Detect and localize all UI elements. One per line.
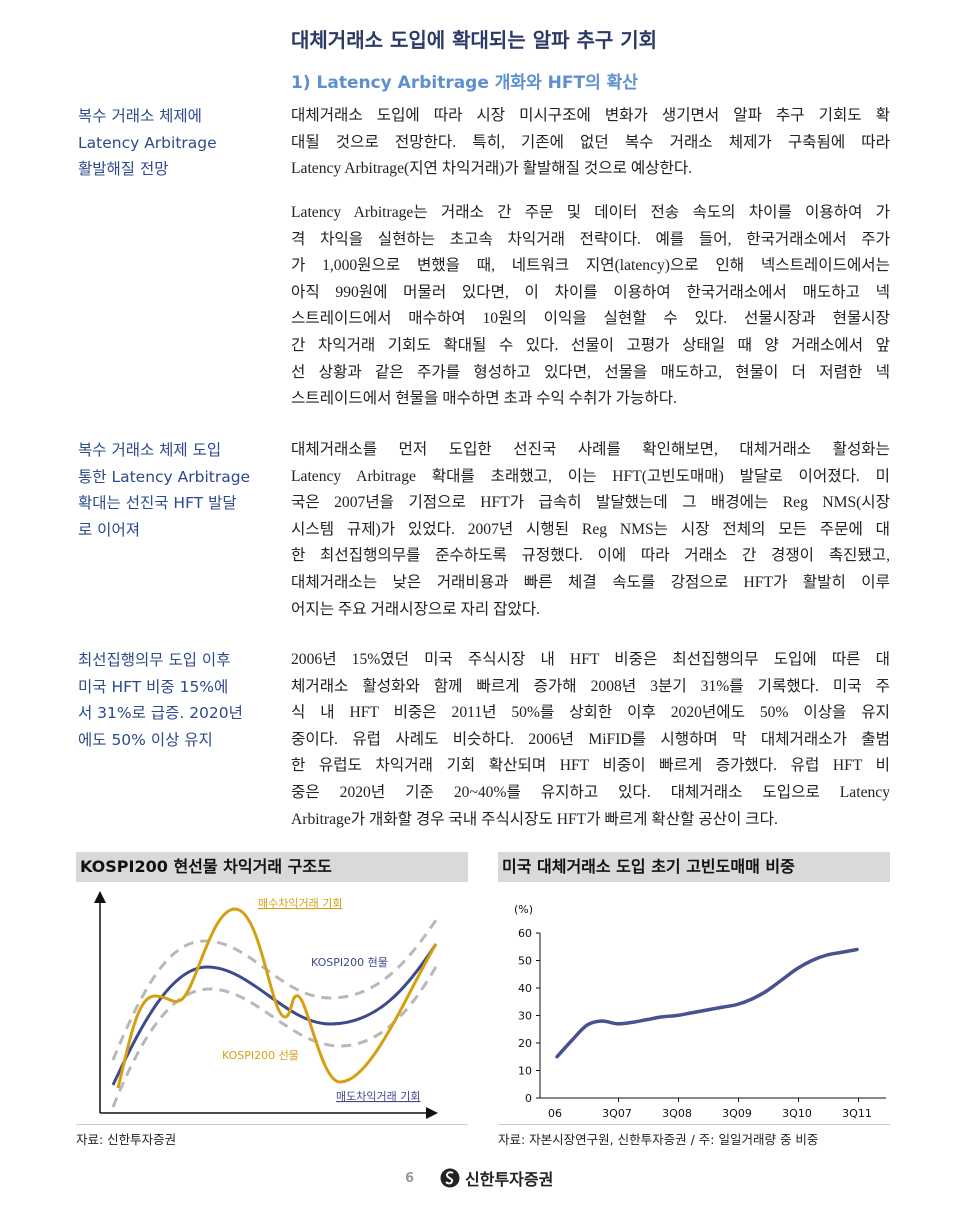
side-summary-line: Latency Arbitrage: [78, 133, 217, 152]
arbitrage-diagram: 매수차익거래 기회 KOSPI200 현물 KOSPI200 선물 매도차익거래…: [94, 891, 440, 1119]
y-tick-label: 20: [518, 1037, 532, 1050]
x-tick-label: 3Q07: [602, 1107, 632, 1120]
y-tick-label: 50: [518, 955, 532, 968]
spot-label: KOSPI200 현물: [311, 956, 388, 969]
hft-share-line: [555, 947, 859, 1059]
paragraph-line: 스트레이드에서 매수하여 10원의 이익을 실현할 수 있다. 선물시장과 현물…: [291, 310, 890, 328]
y-tick-label: 0: [525, 1092, 532, 1105]
diagram-source: 자료: 신한투자증권: [76, 1124, 468, 1148]
paragraph-line: Arbitrage가 개화할 경우 국내 주식시장도 HFT가 빠르게 확산할 …: [291, 810, 778, 828]
side-summary-line: 확대는 선진국 HFT 발달: [78, 494, 237, 513]
paragraph-line: 간 차익거래 기회도 확대될 수 있다. 선물이 고평가 상태일 때 양 거래소…: [291, 336, 890, 354]
brand-logo-icon: [440, 1168, 460, 1188]
side-summary: 복수 거래소 체제에 Latency Arbitrage 활발해질 전망: [78, 103, 268, 183]
brand-name: 신한투자증권: [465, 1170, 554, 1189]
section-subtitle: 1) Latency Arbitrage 개화와 HFT의 확산: [291, 73, 638, 93]
spot-line: [111, 943, 438, 1086]
x-tick-label: 3Q08: [662, 1107, 692, 1120]
side-summary-line: 활발해질 전망: [78, 160, 169, 179]
body-paragraph: 대체거래소 도입에 따라 시장 미시구조에 변화가 생기면서 알파 추구 기회도…: [291, 103, 890, 183]
page-title: 대체거래소 도입에 확대되는 알파 추구 기회: [291, 28, 658, 52]
side-summary-line: 로 이어져: [78, 520, 140, 539]
paragraph-line: 시스템 규제)가 있었다. 2007년 시행된 Reg NMS는 시장 전체의 …: [291, 520, 890, 538]
y-tick-label: 60: [518, 927, 532, 940]
upper-band: [111, 916, 440, 1061]
paragraph-line: 2006년 15%였던 미국 주식시장 내 HFT 비중은 최선집행의무 도입에…: [291, 651, 890, 668]
hft-share-chart: (%) 0 10 20 30 40 50 60 06 3Q07 3Q08 3Q09 3Q10 3Q11: [514, 903, 886, 1120]
paragraph-line: 한 유럽도 차익거래 기회 확산되며 HFT 비중이 빠르게 증가했다. 유럽 …: [291, 757, 890, 775]
sell-arb-label: 매도차익거래 기회: [336, 1090, 420, 1103]
paragraph-line: 대될 것으로 전망한다. 특히, 기존에 없던 복수 거래소 체제가 구축됨에 …: [291, 133, 890, 151]
y-tick-label: 10: [518, 1065, 532, 1078]
paragraph-line: 국은 2007년을 기점으로 HFT가 급속히 발달했는데 그 배경에는 Reg…: [291, 494, 890, 512]
paragraph-line: 아직 990원에 머물러 있다면, 이 차이를 이용하여 한국거래소에서 매도하…: [291, 283, 890, 301]
buy-arb-label: 매수차익거래 기회: [258, 897, 342, 910]
side-summary-line: 통한 Latency Arbitrage: [78, 467, 251, 486]
paragraph-line: 어지는 주요 거래시장으로 자리 잡았다.: [291, 600, 541, 618]
futures-label: KOSPI200 선물: [222, 1049, 299, 1062]
body-paragraph: 대체거래소를 먼저 도입한 선진국 사례를 확인해보면, 대체거래소 활성화는 L…: [291, 437, 890, 623]
paragraph-line: Latency Arbitrage는 거래소 간 주문 및 데이터 전송 속도의…: [291, 204, 890, 221]
paragraph-line: 선 상황과 같은 주가를 형성하고 있다면, 선물을 매도하고, 현물이 더 저…: [291, 363, 890, 381]
body-paragraph: Latency Arbitrage는 거래소 간 주문 및 데이터 전송 속도의…: [291, 200, 890, 413]
x-tick-label: 06: [548, 1107, 562, 1120]
x-tick-label: 3Q09: [722, 1107, 752, 1120]
lower-band: [111, 964, 439, 1108]
chart-title: 미국 대체거래소 도입 초기 고빈도매매 비중: [498, 852, 890, 882]
side-summary-line: 에도 50% 이상 유지: [78, 730, 213, 749]
side-summary-line: 복수 거래소 체제에: [78, 107, 202, 125]
diagram-title: KOSPI200 현선물 차익거래 구조도: [76, 852, 468, 882]
paragraph-line: 대체거래소 도입에 따라 시장 미시구조에 변화가 생기면서 알파 추구 기회도…: [291, 107, 890, 124]
chart-source: 자료: 자본시장연구원, 신한투자증권 / 주: 일일거래량 중 비중: [498, 1124, 890, 1148]
paragraph-line: 가 1,000원으로 변했을 때, 네트워크 지연(latency)으로 인해 …: [291, 257, 890, 275]
paragraph-line: 격 차익을 실현하는 초고속 차익거래 전략이다. 예를 들어, 한국거래소에서…: [291, 230, 890, 248]
paragraph-line: Latency Arbitrage 확대를 초래했고, 이는 HFT(고빈도매매…: [291, 467, 890, 485]
y-tick-label: 30: [518, 1010, 532, 1023]
paragraph-line: 스트레이드에서 현물을 매수하면 초과 수익 수취가 가능하다.: [291, 390, 677, 408]
side-summary-line: 미국 HFT 비중 15%에: [78, 677, 229, 696]
x-tick-label: 3Q11: [842, 1107, 872, 1120]
paragraph-line: 식 내 HFT 비중은 2011년 50%를 상회한 이후 2020년에도 50…: [291, 704, 890, 722]
paragraph-line: 대체거래소는 낮은 거래비용과 빠른 체결 속도를 강점으로 HFT가 활발히 …: [291, 573, 890, 591]
paragraph-line: 대체거래소를 먼저 도입한 선진국 사례를 확인해보면, 대체거래소 활성화는: [291, 441, 890, 458]
paragraph-line: 중이다. 유럽 사례도 비슷하다. 2006년 MiFID를 시행하며 막 대체…: [291, 730, 890, 748]
futures-line: [116, 907, 438, 1089]
side-summary-line: 최선집행의무 도입 이후: [78, 651, 231, 669]
paragraph-line: Latency Arbitrage(지연 차익거래)가 활발해질 것으로 예상한…: [291, 160, 693, 178]
y-axis-unit: (%): [514, 903, 533, 916]
body-paragraph: 2006년 15%였던 미국 주식시장 내 HFT 비중은 최선집행의무 도입에…: [291, 647, 890, 833]
paragraph-line: 한 최선집행의무를 준수하도록 규정했다. 이에 따라 거래소 간 경쟁이 촉진…: [291, 547, 890, 565]
paragraph-line: 체거래소 활성화와 함께 빠르게 증가해 2008년 3분기 31%를 기록했다…: [291, 677, 890, 695]
paragraph-line: 중은 2020년 기준 20~40%를 유지하고 있다. 대체거래소 도입으로 …: [291, 783, 890, 801]
brand-logo: 신한투자증권: [440, 1166, 553, 1190]
y-tick-label: 40: [518, 982, 532, 995]
x-tick-label: 3Q10: [782, 1107, 812, 1120]
side-summary-line: 서 31%로 급증. 2020년: [78, 704, 243, 723]
page-number: 6: [405, 1171, 415, 1186]
side-summary-line: 복수 거래소 체제 도입: [78, 441, 222, 459]
